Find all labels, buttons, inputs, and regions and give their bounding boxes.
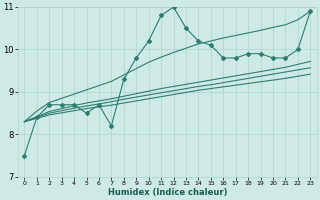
- X-axis label: Humidex (Indice chaleur): Humidex (Indice chaleur): [108, 188, 227, 197]
